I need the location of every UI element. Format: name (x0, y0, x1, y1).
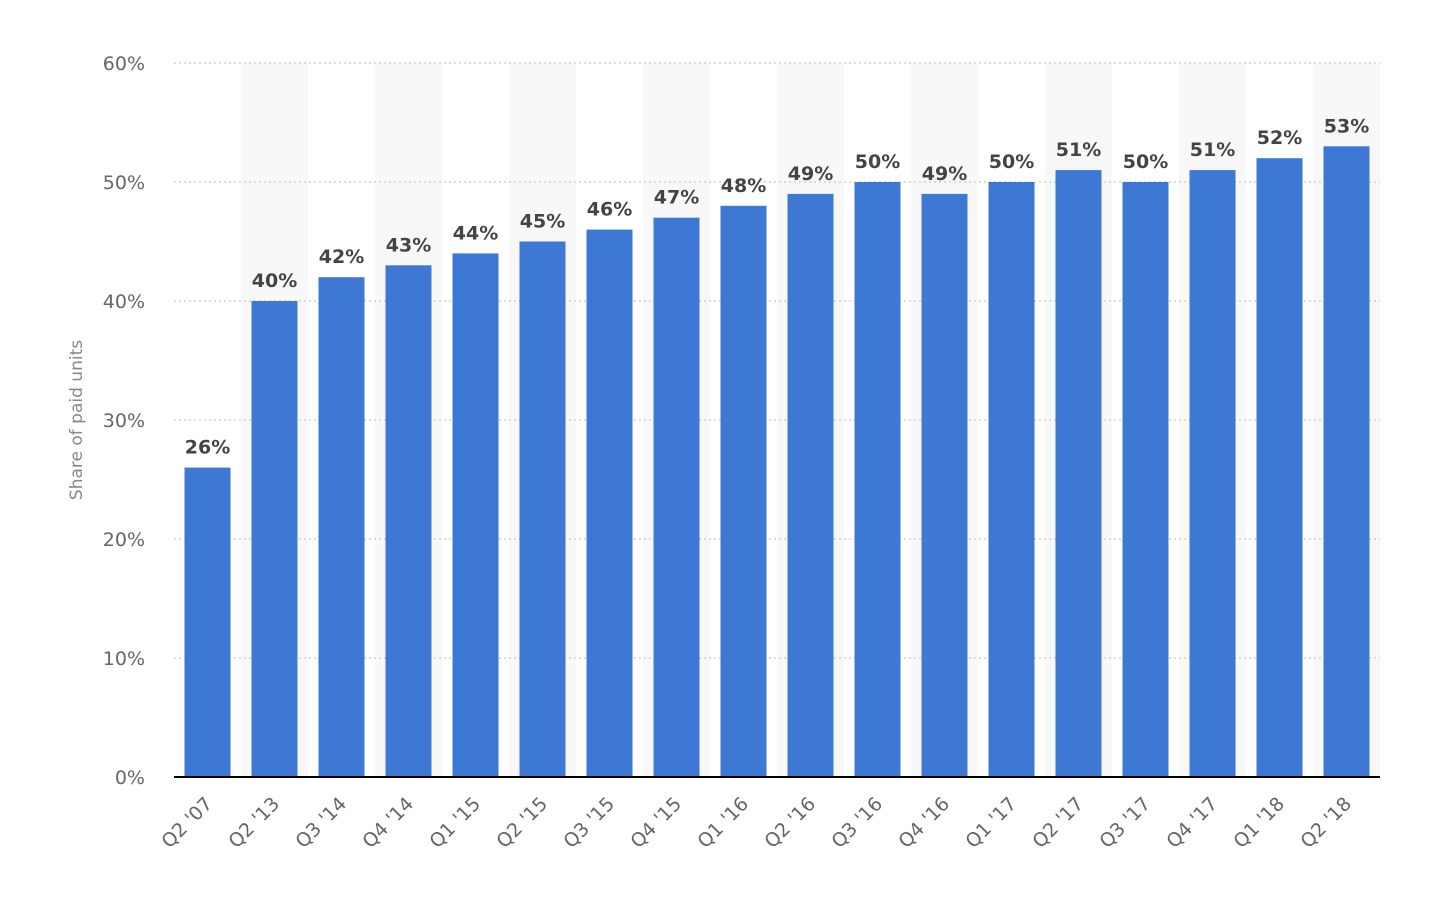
x-tick-label: Q3 '14 (291, 793, 351, 853)
x-tick-label: Q4 '14 (358, 793, 418, 853)
data-label: 45% (520, 211, 565, 233)
x-tick-label: Q2 '17 (1028, 793, 1088, 853)
x-tick-label: Q2 '07 (157, 793, 217, 853)
bar (1256, 158, 1303, 777)
bar (184, 467, 231, 777)
x-tick-label: Q2 '16 (760, 793, 820, 853)
x-tick-label: Q2 '18 (1296, 793, 1356, 853)
data-label: 44% (453, 222, 498, 244)
x-tick-label: Q1 '17 (961, 793, 1021, 853)
data-label: 53% (1324, 115, 1369, 137)
bar (1189, 170, 1236, 778)
data-label: 46% (587, 199, 632, 221)
x-tick-label: Q3 '16 (827, 793, 887, 853)
x-tick-label: Q2 '15 (492, 793, 552, 853)
data-label: 40% (252, 270, 297, 292)
data-label: 49% (788, 163, 833, 185)
x-tick-label: Q4 '16 (894, 793, 954, 853)
data-label: 48% (721, 175, 766, 197)
y-tick-label: 20% (103, 529, 145, 551)
data-label: 51% (1190, 139, 1235, 161)
x-axis-ticks: Q2 '07 Q2 '13 Q3 '14 Q4 '14 Q1 '15 Q2 '15 Q3 '… (157, 793, 1356, 853)
data-label: 47% (654, 187, 699, 209)
bar (452, 253, 499, 777)
bar (988, 182, 1035, 777)
x-tick-label: Q1 '18 (1229, 793, 1289, 853)
y-axis-ticks: 0% 10% 20% 30% 40% 50% 60% (103, 53, 145, 789)
bar (1055, 170, 1102, 778)
y-tick-label: 50% (103, 172, 145, 194)
x-tick-label: Q2 '13 (224, 793, 284, 853)
bar (385, 265, 432, 777)
data-label: 50% (855, 151, 900, 173)
data-label: 52% (1257, 127, 1302, 149)
y-tick-label: 0% (115, 767, 145, 789)
x-tick-label: Q3 '15 (559, 793, 619, 853)
x-tick-label: Q4 '17 (1162, 793, 1222, 853)
data-label: 51% (1056, 139, 1101, 161)
bar (854, 182, 901, 777)
bar (720, 205, 767, 778)
data-label: 49% (922, 163, 967, 185)
y-tick-label: 30% (103, 410, 145, 432)
data-label: 42% (319, 246, 364, 268)
data-label: 43% (386, 234, 431, 256)
y-tick-label: 10% (103, 648, 145, 670)
data-label: 50% (989, 151, 1034, 173)
bar (519, 241, 566, 777)
bar (653, 217, 700, 777)
x-tick-label: Q3 '17 (1095, 793, 1155, 853)
bars (184, 146, 1370, 778)
data-label: 50% (1123, 151, 1168, 173)
y-tick-label: 40% (103, 291, 145, 313)
bar (1122, 182, 1169, 777)
bar (251, 301, 298, 777)
data-label: 26% (185, 437, 230, 459)
bar (1323, 146, 1370, 778)
x-tick-label: Q4 '15 (626, 793, 686, 853)
gridlines (174, 62, 1380, 659)
x-tick-label: Q1 '15 (425, 793, 485, 853)
bar (787, 193, 834, 777)
data-labels: 26% 40% 42% 43% 44% 45% 46% 47% 48% 49% 50% 49% 50% 5… (185, 115, 1369, 458)
bar (586, 229, 633, 778)
x-tick-label: Q1 '16 (693, 793, 753, 853)
y-tick-label: 60% (103, 53, 145, 75)
bar (921, 193, 968, 777)
bar (318, 277, 365, 777)
y-axis-label: Share of paid units (67, 340, 87, 500)
